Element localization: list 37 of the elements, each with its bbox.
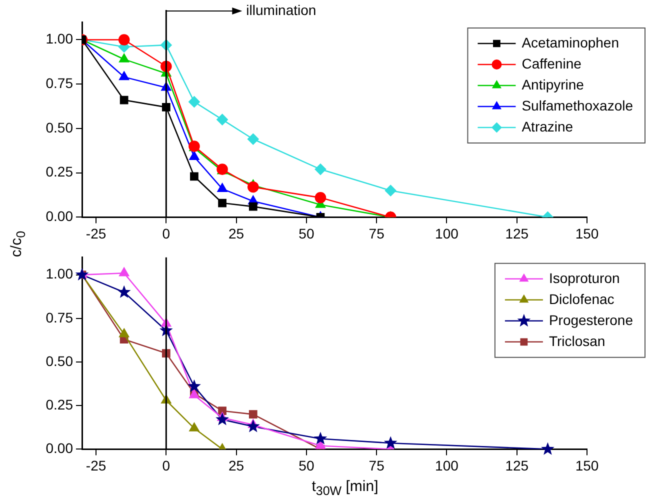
y-tick-label: 0.75 — [46, 309, 74, 326]
x-tick-label: 100 — [435, 225, 459, 242]
x-tick-label: 150 — [575, 457, 599, 474]
x-tick-label: 50 — [298, 225, 314, 242]
legend-label: Diclofenac — [548, 290, 614, 307]
x-tick-label: 0 — [162, 225, 170, 242]
legend-label: Atrazine — [522, 118, 574, 134]
legend-label: Antipyrine — [522, 76, 584, 92]
legend-label: Isoproturon — [548, 270, 620, 286]
legend-label: Acetaminophen — [522, 34, 620, 50]
legend-label: Progesterone — [548, 312, 634, 328]
y-tick-label: 0.00 — [46, 208, 74, 224]
y-tick-label: 0.50 — [46, 119, 74, 136]
legend-label: Caffenine — [522, 55, 582, 72]
x-tick-label: 0 — [162, 457, 170, 474]
x-tick-label: -25 — [86, 225, 106, 242]
y-tick-label: 0.75 — [46, 74, 74, 91]
x-tick-label: 125 — [505, 225, 529, 242]
y-tick-label: 0.25 — [46, 396, 74, 412]
legend-label: Triclosan — [548, 332, 606, 349]
x-tick-label: 150 — [575, 225, 599, 242]
x-tick-label: 75 — [368, 225, 385, 242]
x-axis-title: t$_{30W}$ [min] — [310, 478, 380, 498]
legend-label: Sulfamethoxazole — [522, 97, 634, 114]
ref-line-label: illumination — [246, 2, 316, 18]
x-tick-label: 100 — [435, 457, 459, 474]
x-tick-label: 25 — [228, 225, 244, 242]
y-tick-label: 1.00 — [46, 30, 74, 47]
y-tick-label: 0.00 — [46, 440, 74, 456]
y-tick-label: 0.25 — [46, 164, 74, 180]
y-tick-label: 1.00 — [46, 266, 74, 282]
x-tick-label: 25 — [228, 457, 244, 474]
x-tick-label: 50 — [298, 457, 314, 474]
y-tick-label: 0.50 — [46, 352, 74, 369]
x-tick-label: 125 — [505, 457, 529, 474]
x-tick-label: -25 — [86, 457, 106, 474]
x-tick-label: 75 — [368, 457, 385, 474]
